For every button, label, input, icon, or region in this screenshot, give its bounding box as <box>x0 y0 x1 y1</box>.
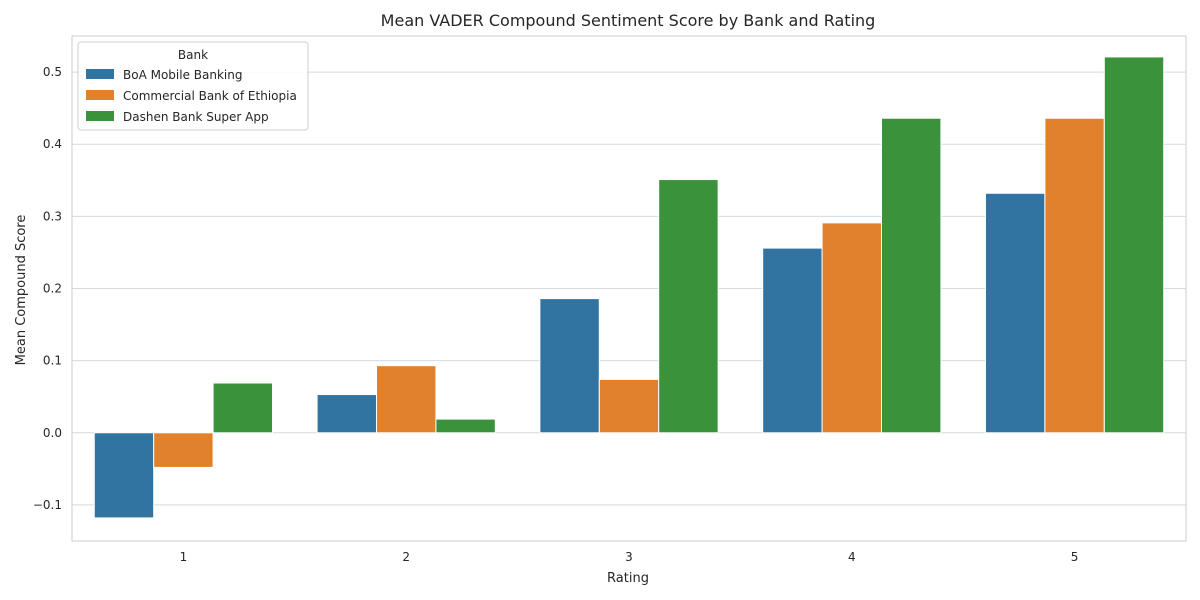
x-axis-label: Rating <box>607 571 649 586</box>
x-tick-label: 3 <box>625 550 633 564</box>
y-tick-label: −0.1 <box>33 498 62 512</box>
bar <box>881 117 942 434</box>
bar <box>1044 117 1105 434</box>
bar <box>658 179 719 434</box>
plot-frame <box>71 35 1187 542</box>
x-tick-label: 2 <box>402 550 410 564</box>
y-tick-label: 0.3 <box>43 209 62 223</box>
bar <box>316 394 377 434</box>
bar <box>375 365 437 434</box>
legend-label: Commercial Bank of Ethiopia <box>123 89 297 103</box>
bars <box>93 56 1165 519</box>
bar <box>598 378 660 434</box>
y-tick-label: 0.4 <box>43 137 62 151</box>
y-tick-label: 0.5 <box>43 65 62 79</box>
bar <box>984 192 1046 434</box>
bar <box>435 418 496 434</box>
bar <box>93 432 155 519</box>
bar <box>1103 56 1165 434</box>
y-tick-labels: −0.1 0.0 0.1 0.2 0.3 0.4 0.5 <box>33 65 62 512</box>
bar <box>821 222 883 434</box>
bar <box>153 432 214 468</box>
legend-label: Dashen Bank Super App <box>123 110 269 124</box>
x-tick-label: 5 <box>1071 550 1079 564</box>
y-tick-label: 0.0 <box>43 426 62 440</box>
bar <box>762 247 823 434</box>
bar <box>212 382 274 434</box>
legend: Bank BoA Mobile Banking Commercial Bank o… <box>77 41 309 131</box>
legend-label: BoA Mobile Banking <box>123 68 242 82</box>
legend-swatch <box>86 69 114 79</box>
legend-swatch <box>86 90 114 100</box>
x-tick-label: 1 <box>180 550 188 564</box>
bar <box>539 298 600 434</box>
chart-title: Mean VADER Compound Sentiment Score by B… <box>381 11 876 30</box>
x-tick-label: 4 <box>848 550 856 564</box>
x-tick-labels: 1 2 3 4 5 <box>180 550 1079 564</box>
legend-title: Bank <box>178 48 208 62</box>
y-axis-label: Mean Compound Score <box>14 215 29 366</box>
y-tick-label: 0.1 <box>43 354 62 368</box>
legend-box <box>77 41 309 131</box>
y-tick-label: 0.2 <box>43 282 62 296</box>
legend-swatch <box>86 111 114 121</box>
